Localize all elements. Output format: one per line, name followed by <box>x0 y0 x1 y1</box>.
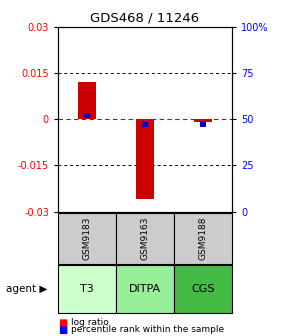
Bar <box>136 119 154 199</box>
Text: percentile rank within the sample: percentile rank within the sample <box>71 326 224 334</box>
Text: CGS: CGS <box>191 284 215 294</box>
Bar <box>194 119 212 122</box>
Bar <box>200 122 206 127</box>
Text: GDS468 / 11246: GDS468 / 11246 <box>90 12 200 25</box>
Text: DITPA: DITPA <box>129 284 161 294</box>
Bar <box>78 82 96 119</box>
Text: GSM9188: GSM9188 <box>198 217 208 260</box>
Text: T3: T3 <box>80 284 94 294</box>
Bar <box>84 113 90 118</box>
Text: log ratio: log ratio <box>71 318 109 327</box>
Text: ■: ■ <box>58 318 67 328</box>
Bar <box>142 122 148 127</box>
Text: ■: ■ <box>58 325 67 335</box>
Text: GSM9163: GSM9163 <box>140 217 150 260</box>
Text: GSM9183: GSM9183 <box>82 217 92 260</box>
Text: agent ▶: agent ▶ <box>6 284 47 294</box>
